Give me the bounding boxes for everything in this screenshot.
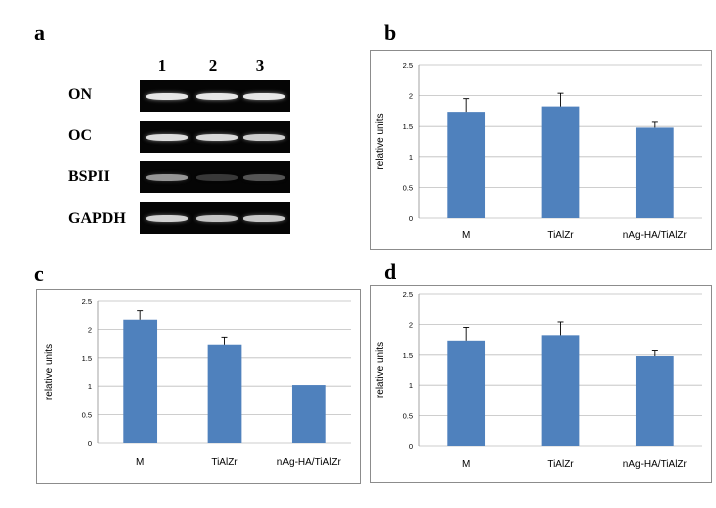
chart-d-y-tick-label: 2 [409, 320, 413, 329]
gel-band [146, 92, 188, 100]
gel-band [196, 214, 238, 222]
chart-c-y-tick-label: 2.5 [82, 297, 92, 306]
panel-letter-b: b [384, 20, 397, 45]
chart-d-y-tick-label: 0.5 [403, 412, 413, 421]
gel-band [196, 92, 238, 100]
gel-label-on: ON [68, 86, 92, 103]
chart-c-y-tick-label: 2 [88, 325, 92, 334]
chart-c-category-label: M [136, 457, 144, 468]
lane-number-1: 1 [157, 56, 167, 75]
chart-c-bar [291, 385, 326, 443]
chart-d-y-tick-label: 0 [409, 442, 413, 451]
gel-band [146, 133, 188, 141]
chart-b-y-axis-label: relative units [375, 113, 386, 169]
gel-band [146, 214, 188, 222]
gel-label-gapdh: GAPDH [68, 210, 126, 227]
chart-d-y-axis-label: relative units [375, 342, 386, 398]
chart-b-category-label: TiAlZr [547, 230, 574, 241]
chart-c-y-axis-label: relative units [44, 344, 55, 400]
chart-b-y-tick-label: 1 [409, 153, 413, 162]
chart-d-category-label: TiAlZr [547, 459, 574, 470]
chart-c-category-label: nAg-HA/TiAlZr [277, 457, 342, 468]
chart-b: 0 0.5 1 1.5 2 2.5 relative units M TiAlZr nAg-HA/… [370, 50, 712, 250]
gel-band [196, 173, 238, 181]
gel-label-oc: OC [68, 127, 92, 144]
chart-b-y-tick-label: 1.5 [403, 122, 413, 131]
chart-c-y-tick-label: 1.5 [82, 354, 92, 363]
chart-c-bar [207, 344, 242, 443]
chart-b-bar [635, 127, 674, 218]
chart-d-y-tick-label: 1 [409, 381, 413, 390]
chart-b-category-label: M [462, 230, 470, 241]
chart-c-y-tick-label: 0.5 [82, 411, 92, 420]
panel-letter-d: d [384, 259, 397, 284]
gel-strip-bspii [140, 161, 290, 193]
gel-strip-oc [140, 121, 290, 153]
gel-band [243, 173, 285, 181]
gel-strip-on [140, 80, 290, 112]
chart-c-category-label: TiAlZr [211, 457, 238, 468]
gel-band [243, 92, 285, 100]
chart-d-bar [541, 335, 580, 446]
chart-c-y-tick-label: 0 [88, 439, 92, 448]
chart-d-category-label: M [462, 459, 470, 470]
chart-d: 0 0.5 1 1.5 2 2.5 relative units M TiAlZr nAg-HA/… [370, 285, 712, 483]
chart-c: 0 0.5 1 1.5 2 2.5 relative units M TiAlZr nAg-HA/… [36, 289, 361, 484]
chart-c-bar [123, 319, 158, 443]
chart-b-y-tick-label: 0.5 [403, 183, 413, 192]
chart-d-y-tick-label: 2.5 [403, 290, 413, 299]
gel-band [243, 133, 285, 141]
chart-d-bar [635, 356, 674, 446]
chart-c-y-tick-label: 1 [88, 382, 92, 391]
gel-band [146, 173, 188, 181]
chart-b-category-label: nAg-HA/TiAlZr [623, 230, 688, 241]
gel-band [196, 133, 238, 141]
lane-number-3: 3 [255, 56, 265, 75]
chart-d-y-tick-label: 1.5 [403, 351, 413, 360]
gel-label-bspii: BSPII [68, 168, 110, 185]
lane-number-2: 2 [208, 56, 218, 75]
chart-b-y-tick-label: 2.5 [403, 61, 413, 70]
chart-d-bar [447, 340, 486, 446]
chart-b-y-tick-label: 2 [409, 92, 413, 101]
gel-strip-gapdh [140, 202, 290, 234]
gel-band [243, 214, 285, 222]
panel-letter-c: c [34, 261, 44, 286]
chart-d-category-label: nAg-HA/TiAlZr [623, 459, 688, 470]
chart-b-bar [447, 112, 486, 218]
chart-b-bar [541, 106, 580, 218]
panel-letter-a: a [34, 20, 45, 45]
chart-b-y-tick-label: 0 [409, 214, 413, 223]
gel-panel: 1 2 3 ON OC BSPII GAPDH [60, 50, 300, 240]
